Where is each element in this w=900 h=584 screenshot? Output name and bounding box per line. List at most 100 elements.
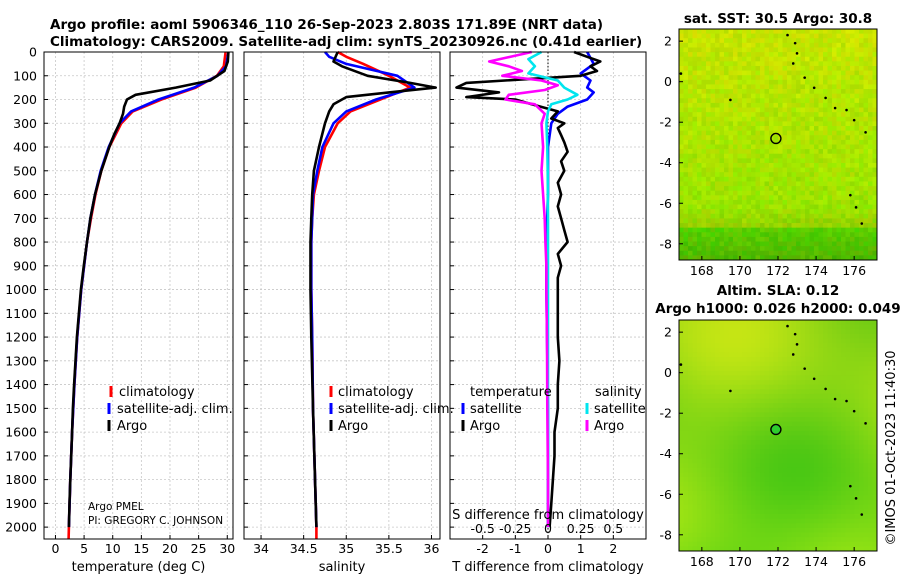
map-cell <box>809 98 815 104</box>
map-cell <box>683 246 689 252</box>
map-cell <box>814 380 819 386</box>
map-cell <box>845 209 851 215</box>
map-cell <box>715 89 720 95</box>
map-cell <box>778 102 783 108</box>
map-cell <box>845 52 851 58</box>
map-cell <box>683 181 689 187</box>
map-cell <box>782 407 788 413</box>
map-cell <box>796 449 801 455</box>
map-cell <box>872 514 878 520</box>
map-cell <box>868 380 873 386</box>
map-cell <box>773 209 779 215</box>
map-cell <box>733 112 738 118</box>
map-cell <box>814 495 819 501</box>
map-cell <box>697 47 702 53</box>
map-cell <box>841 52 846 58</box>
map-cell <box>724 29 729 35</box>
map-cell <box>782 126 788 132</box>
map-cell <box>706 389 711 395</box>
map-cell <box>683 135 689 141</box>
map-cell <box>778 47 783 53</box>
map-cell <box>796 209 801 215</box>
map-cell <box>710 139 716 145</box>
map-cell <box>778 449 783 455</box>
map-cell <box>868 199 873 205</box>
map-cell <box>733 343 738 349</box>
map-cell <box>809 75 815 81</box>
map-cell <box>836 398 842 404</box>
map-cell <box>868 509 873 515</box>
map-cell <box>800 518 806 524</box>
map-cell <box>733 195 738 201</box>
map-cell <box>845 481 851 487</box>
map-cell <box>818 504 824 510</box>
map-cell <box>782 527 788 533</box>
map-x-tick-label: 168 <box>690 554 714 569</box>
map-cell <box>845 42 851 48</box>
map-cell <box>791 338 797 344</box>
map-cell <box>751 407 756 413</box>
map-cell <box>836 181 842 187</box>
map-cell <box>764 477 770 483</box>
map-cell <box>814 329 819 335</box>
map-cell <box>832 366 837 372</box>
map-cell <box>706 47 711 53</box>
map-cell <box>742 537 747 543</box>
map-cell <box>719 93 725 99</box>
map-cell <box>800 329 806 335</box>
map-cell <box>773 407 779 413</box>
map-cell <box>697 61 702 67</box>
map-cell <box>728 255 734 261</box>
map-cell <box>683 338 689 344</box>
map-cell <box>697 523 702 529</box>
map-cell <box>791 93 797 99</box>
map-cell <box>832 213 837 219</box>
map-cell <box>742 495 747 501</box>
map-cell <box>724 89 729 95</box>
map-cell <box>737 453 743 459</box>
map-cell <box>706 366 711 372</box>
map-cell <box>818 546 824 552</box>
map-cell <box>796 518 801 524</box>
map-cell <box>688 463 693 469</box>
map-cell <box>733 190 738 196</box>
map-cell <box>787 112 792 118</box>
map-cell <box>769 500 774 506</box>
map-cell <box>724 47 729 53</box>
map-cell <box>818 204 824 210</box>
map-cell <box>701 167 707 173</box>
map-cell <box>737 116 743 122</box>
map-cell <box>805 426 810 432</box>
map-cell <box>854 366 860 372</box>
map-cell <box>778 343 783 349</box>
map-cell <box>710 393 716 399</box>
map-cell <box>778 361 783 367</box>
map-cell <box>841 486 846 492</box>
map-cell <box>778 98 783 104</box>
map-cell <box>836 116 842 122</box>
map-cell <box>805 236 810 242</box>
map-cell <box>755 463 761 469</box>
map-cell <box>818 518 824 524</box>
map-cell <box>710 361 716 367</box>
map-cell <box>751 84 756 90</box>
map-y-tick-label: -2 <box>660 406 672 421</box>
map-cell <box>836 444 842 450</box>
map-cell <box>719 112 725 118</box>
map-cell <box>769 241 774 247</box>
map-cell <box>818 417 824 423</box>
map-cell <box>823 89 828 95</box>
map-cell <box>859 213 864 219</box>
map-cell <box>719 393 725 399</box>
map-cell <box>773 227 779 233</box>
map-cell <box>719 33 725 39</box>
map-cell <box>751 361 756 367</box>
map-cell <box>760 38 765 44</box>
map-cell <box>728 333 734 339</box>
map-cell <box>872 236 878 242</box>
map-cell <box>737 186 743 192</box>
map-cell <box>679 518 684 524</box>
map-cell <box>733 477 738 483</box>
map-cell <box>863 320 869 326</box>
map-cell <box>701 181 707 187</box>
